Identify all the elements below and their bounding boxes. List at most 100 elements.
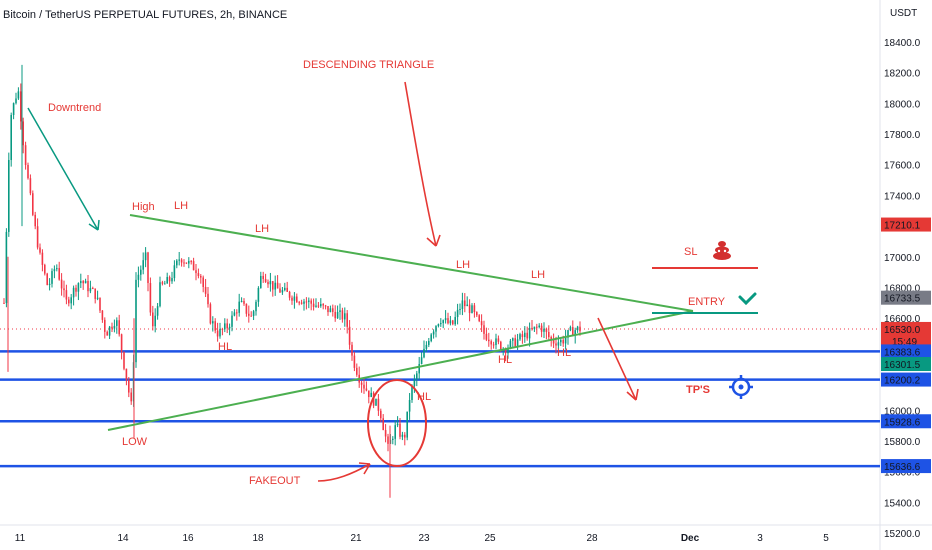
- candle-body: [324, 305, 327, 307]
- entry-check-icon: [738, 292, 757, 306]
- candle-body: [106, 331, 108, 336]
- candle-body: [12, 103, 15, 116]
- candle-body: [250, 315, 252, 317]
- hl-label: HL: [557, 347, 571, 359]
- candle-body: [543, 328, 545, 332]
- lh-label: LH: [456, 259, 470, 271]
- candle-body: [120, 334, 123, 352]
- currency-label: USDT: [890, 8, 918, 19]
- candle-body: [15, 98, 17, 104]
- price-tag-label: 16200.2: [884, 376, 921, 387]
- candle-body: [200, 275, 202, 278]
- candle-body: [296, 296, 298, 303]
- price-tag-label: 16301.5: [884, 360, 921, 371]
- candle-body: [92, 288, 94, 290]
- candle-body: [135, 279, 137, 363]
- price-tag: [881, 344, 931, 359]
- y-tick-label: 17000.0: [884, 253, 921, 264]
- candle-body: [113, 325, 116, 329]
- candle-body: [180, 259, 183, 263]
- candle-body: [298, 302, 300, 304]
- candle-body: [269, 281, 272, 285]
- candle-body: [495, 338, 497, 346]
- candle-body: [32, 193, 34, 215]
- candle-body: [51, 271, 53, 284]
- candle-body: [492, 344, 495, 346]
- candle-body: [555, 343, 557, 346]
- candle-body: [288, 291, 291, 298]
- y-tick-label: 15200.0: [884, 529, 921, 540]
- y-tick-label: 15400.0: [884, 498, 921, 509]
- candle-body: [579, 326, 581, 332]
- candle-body: [291, 297, 293, 301]
- y-tick-label: 15800.0: [884, 437, 921, 448]
- candle-body: [480, 321, 483, 326]
- candle-body: [216, 330, 219, 337]
- candle-body: [365, 388, 368, 391]
- candle-body: [401, 434, 404, 437]
- candle-body: [164, 283, 166, 285]
- candle-body: [27, 164, 29, 179]
- candle-body: [329, 308, 332, 313]
- y-tick-label: 18400.0: [884, 38, 921, 49]
- triangle-lower-line[interactable]: [107, 310, 694, 431]
- candle-body: [252, 311, 255, 316]
- candle-body: [142, 260, 144, 270]
- tp-arrow-head: [626, 388, 639, 401]
- candle-body: [48, 283, 51, 285]
- candle-body: [360, 382, 363, 385]
- triangle-upper-line[interactable]: [129, 214, 694, 312]
- candle-body: [485, 333, 488, 340]
- candle-body: [488, 339, 490, 342]
- candle-body: [221, 328, 224, 330]
- candle-body: [404, 434, 406, 438]
- candle-body: [346, 313, 348, 327]
- x-tick-label: 14: [117, 533, 129, 544]
- candle-body: [159, 282, 161, 307]
- candle-body: [500, 341, 502, 351]
- candle-body: [396, 423, 399, 426]
- candle-body: [377, 398, 380, 411]
- candle-body: [524, 332, 526, 338]
- candle-body: [322, 303, 324, 306]
- candle-body: [245, 303, 248, 314]
- candle-body: [185, 262, 188, 264]
- candle-body: [214, 321, 216, 331]
- lh-label: LH: [531, 269, 545, 281]
- candle-body: [440, 323, 442, 325]
- candle-body: [521, 334, 524, 338]
- candle-body: [483, 325, 485, 334]
- candle-body: [394, 425, 396, 439]
- candle-body: [464, 300, 466, 307]
- candle-body: [202, 277, 204, 287]
- candle-body: [8, 160, 10, 232]
- candle-body: [332, 308, 334, 312]
- triangle-arrow-head: [426, 234, 441, 247]
- candle-body: [262, 275, 264, 280]
- candle-body: [255, 301, 257, 312]
- price-tag-label: 16530.0: [884, 325, 921, 336]
- candle-body: [137, 274, 140, 280]
- candle-body: [80, 281, 82, 284]
- candle-body: [300, 302, 303, 304]
- candle-body: [420, 357, 423, 365]
- candle-body: [557, 342, 560, 346]
- candle-body: [238, 301, 240, 313]
- candle-body: [310, 300, 312, 304]
- x-tick-label: 23: [418, 533, 430, 544]
- candle-body: [286, 287, 288, 292]
- candle-body: [471, 305, 473, 314]
- x-tick-label: 3: [757, 533, 763, 544]
- candle-body: [468, 304, 471, 314]
- candle-body: [257, 287, 260, 302]
- candle-body: [317, 305, 320, 307]
- candle-body: [447, 318, 449, 324]
- candle-body: [473, 305, 476, 313]
- candle-body: [99, 297, 101, 311]
- candle-body: [516, 339, 519, 347]
- candle-body: [411, 386, 413, 401]
- candle-body: [281, 290, 284, 293]
- candle-body: [209, 304, 212, 324]
- candle-body: [125, 368, 128, 381]
